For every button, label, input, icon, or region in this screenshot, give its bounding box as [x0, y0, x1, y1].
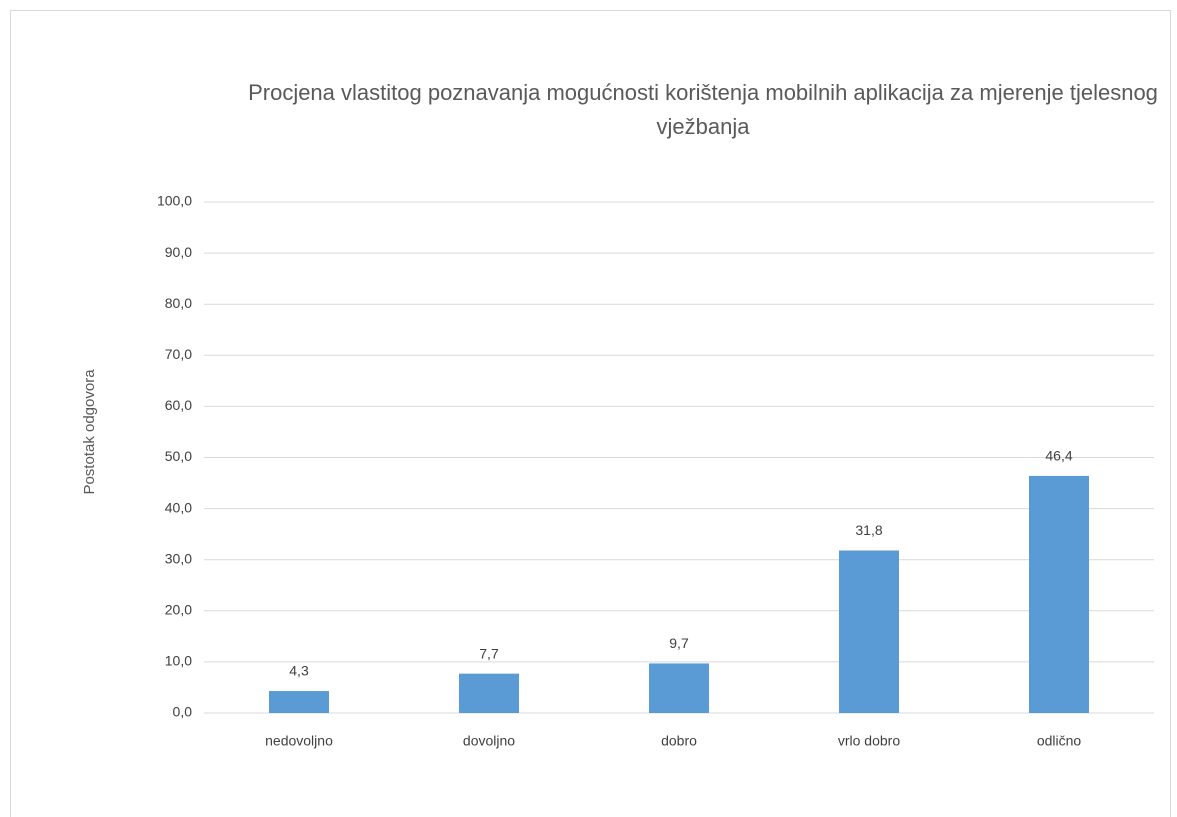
bar: [1029, 475, 1089, 713]
chart-title: Procjena vlastitog poznavanja mogućnosti…: [248, 80, 1158, 139]
y-tick-label: 80,0: [165, 295, 192, 311]
y-tick-label: 100,0: [157, 193, 192, 209]
data-label: 46,4: [1045, 448, 1072, 464]
y-axis-label: Postotak odgovora: [81, 369, 98, 495]
data-label: 31,8: [855, 522, 882, 538]
y-tick-label: 20,0: [165, 602, 192, 618]
x-tick-label: odlično: [1037, 733, 1082, 749]
y-tick-label: 0,0: [173, 704, 193, 720]
y-tick-label: 70,0: [165, 346, 192, 362]
y-tick-label: 50,0: [165, 448, 192, 464]
y-tick-label: 60,0: [165, 397, 192, 413]
chart-frame: [10, 10, 1171, 817]
data-label: 9,7: [669, 635, 689, 651]
y-tick-label: 30,0: [165, 550, 192, 566]
y-tick-label: 40,0: [165, 499, 192, 515]
x-tick-label: dovoljno: [463, 733, 515, 749]
data-label: 7,7: [479, 645, 499, 661]
data-label: 4,3: [289, 663, 309, 679]
bar: [269, 691, 329, 713]
x-tick-label: vrlo dobro: [838, 733, 900, 749]
x-tick-label: dobro: [661, 733, 697, 749]
bar: [459, 673, 519, 713]
y-tick-label: 90,0: [165, 244, 192, 260]
bar: [839, 550, 899, 713]
bar: [649, 663, 709, 713]
x-tick-label: nedovoljno: [265, 733, 333, 749]
y-tick-label: 10,0: [165, 653, 192, 669]
